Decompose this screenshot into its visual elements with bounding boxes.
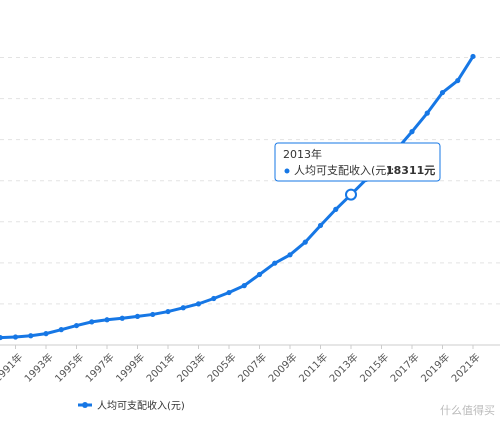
tooltip-dot — [284, 168, 290, 174]
point — [470, 53, 476, 60]
x-tick-label: 1997年 — [82, 350, 116, 384]
x-tick-label: 2021年 — [448, 350, 482, 384]
x-tick-label: 2011年 — [296, 350, 330, 384]
legend-label: 人均可支配收入(元) — [97, 399, 185, 412]
point — [272, 260, 278, 266]
tooltip-title: 2013年 — [283, 147, 322, 161]
x-tick-label: 2001年 — [143, 350, 177, 384]
point — [73, 322, 80, 329]
point — [455, 77, 461, 84]
x-tick-label: 2015年 — [357, 350, 391, 384]
x-tick-label: 2017年 — [387, 350, 421, 384]
x-tick-label: 1999年 — [113, 350, 147, 384]
point — [302, 239, 308, 245]
x-tick-label: 1995年 — [52, 350, 86, 384]
point — [0, 334, 3, 341]
x-tick-label: 2007年 — [235, 350, 269, 384]
x-tick-label: 2019年 — [418, 350, 452, 384]
point — [409, 129, 415, 135]
point — [43, 331, 49, 337]
tooltip: 2013年 人均可支配收入(元): 18311元 — [274, 142, 441, 182]
point — [104, 317, 110, 323]
tooltip-value: 18311元 — [386, 164, 435, 177]
point — [119, 315, 125, 321]
point — [287, 252, 293, 258]
point — [28, 333, 34, 339]
point — [134, 313, 141, 319]
x-tick-label: 2013年 — [326, 350, 360, 384]
point — [424, 110, 430, 116]
point — [241, 283, 247, 289]
point — [256, 271, 263, 278]
tooltip-box — [274, 142, 441, 182]
x-tick-label: 2003年 — [174, 350, 208, 384]
point — [345, 188, 357, 201]
point — [89, 319, 95, 325]
point — [226, 289, 232, 296]
point — [317, 222, 324, 229]
x-tick-label: 2005年 — [204, 350, 238, 384]
point — [150, 311, 156, 318]
point — [165, 308, 171, 315]
legend-dot — [82, 402, 88, 408]
tooltip-label: 人均可支配收入(元): — [294, 163, 394, 177]
point — [12, 334, 19, 340]
x-tick-label: 1991年 — [0, 350, 25, 384]
x-tick-label: 2009年 — [265, 350, 299, 384]
point — [211, 295, 217, 302]
point — [439, 89, 446, 96]
x-tick-label: 1993年 — [21, 350, 55, 384]
watermark: 什么值得买 — [440, 404, 495, 417]
point — [180, 305, 186, 311]
point — [333, 206, 339, 212]
point — [58, 327, 64, 333]
point — [195, 301, 202, 307]
